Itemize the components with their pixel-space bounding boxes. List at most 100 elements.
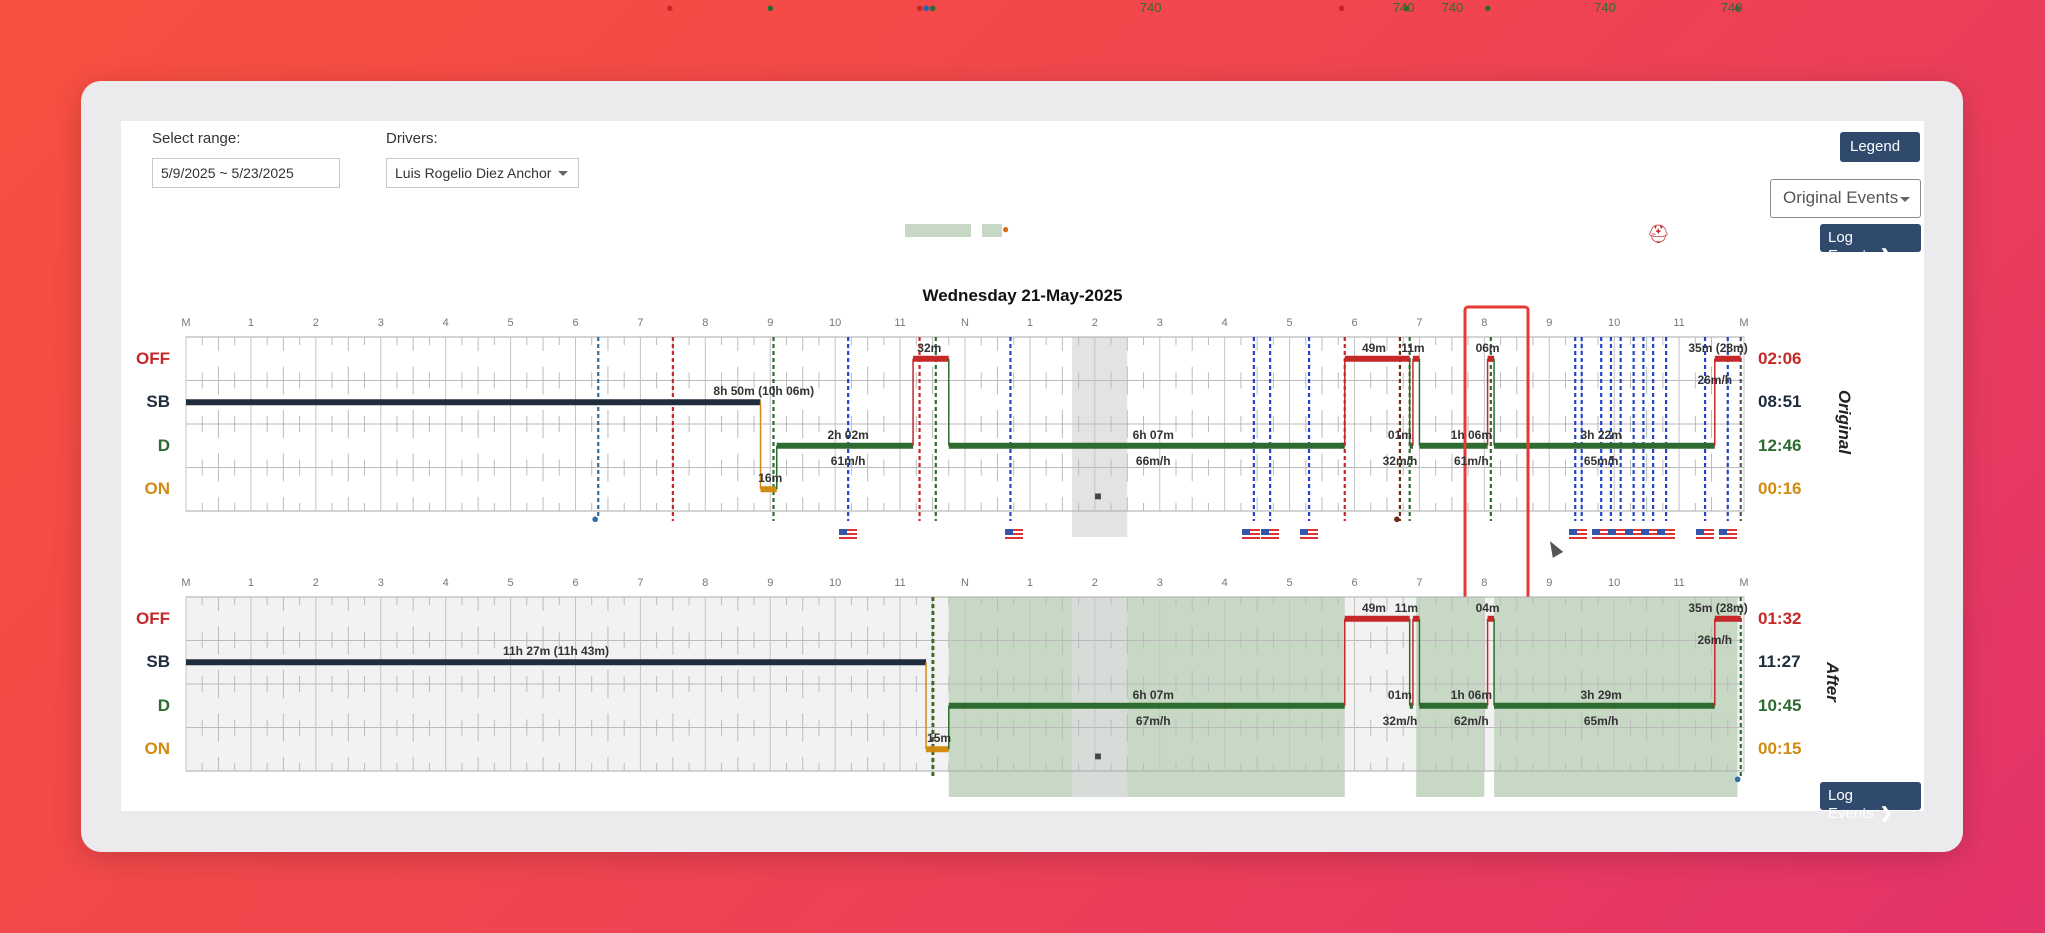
row-label-sb: SB <box>146 652 170 672</box>
hour-label: 5 <box>507 317 514 329</box>
truck-icon[interactable]: 740 <box>1139 0 1162 15</box>
key-icon[interactable]: ● <box>1402 0 1411 15</box>
hour-label: 3 <box>1156 317 1163 329</box>
segment-duration-label: 35m (28m) <box>1688 600 1748 615</box>
hour-label: 2 <box>1091 577 1098 589</box>
driver-select[interactable]: Luis Rogelio Diez Anchor <box>386 158 579 188</box>
hour-label: 7 <box>1416 577 1423 589</box>
segment-duration-label: 8h 50m (10h 06m) <box>713 384 815 399</box>
driver-select-value: Luis Rogelio Diez Anchor <box>395 165 552 181</box>
hour-label: 4 <box>1221 317 1228 329</box>
hour-label: 8 <box>702 317 709 329</box>
segment-duration-label: 35m (28m) <box>1688 340 1748 355</box>
event-marker-icon[interactable]: ● <box>1392 511 1401 526</box>
hour-label: 2 <box>312 317 319 329</box>
segment-duration-label: 26m/h <box>1697 632 1733 647</box>
us-flag-icon[interactable] <box>1300 529 1319 541</box>
segment-duration-label: 6h 07m <box>1132 687 1174 702</box>
key-icon[interactable]: ● <box>1337 0 1346 15</box>
chevron-right-icon: ❯ <box>1879 805 1893 822</box>
segment-duration-label: 61m/h <box>1454 453 1489 468</box>
chevron-down-icon <box>558 171 568 176</box>
fuel-icon[interactable]: ● <box>1002 222 1010 236</box>
log-events-button-bottom[interactable]: Log Events ❯ <box>1820 782 1921 822</box>
total-d: 10:45 <box>1758 695 1802 715</box>
us-flag-icon[interactable] <box>1004 529 1023 541</box>
hour-label: 8 <box>702 577 709 589</box>
hour-label: 1 <box>1026 577 1033 589</box>
hour-label: 11 <box>894 317 906 329</box>
log-events-label: Log Events <box>1828 229 1874 264</box>
us-flag-icon[interactable] <box>1624 529 1643 541</box>
key-icon[interactable]: ● <box>1483 0 1492 15</box>
segment-duration-label: 11m <box>1401 340 1425 355</box>
total-off: 01:32 <box>1758 608 1802 628</box>
hour-label: 6 <box>1351 577 1358 589</box>
truck-icon[interactable]: 740 <box>1441 0 1464 15</box>
log-events-button-top[interactable]: Log Events ❯ <box>1820 224 1921 264</box>
row-label-sb: SB <box>146 392 170 412</box>
us-flag-icon[interactable] <box>1718 529 1737 541</box>
segment-duration-label: 04m <box>1475 600 1500 615</box>
range-input[interactable]: 5/9/2025 ~ 5/23/2025 <box>152 158 340 188</box>
segment-duration-label: 32m <box>917 340 942 355</box>
key-icon[interactable]: ● <box>928 0 937 15</box>
total-sb: 11:27 <box>1758 652 1801 672</box>
hour-label: 9 <box>767 317 774 329</box>
after-side-label: After <box>1822 662 1842 702</box>
camera-icon[interactable]: ■ <box>1094 749 1102 763</box>
date-title: Wednesday 21-May-2025 <box>922 286 1123 305</box>
hour-label: 8 <box>1481 577 1488 589</box>
hour-label: 5 <box>1286 317 1293 329</box>
us-flag-icon[interactable] <box>1261 529 1280 541</box>
key-icon[interactable]: ● <box>915 0 924 15</box>
hour-label: 3 <box>377 317 384 329</box>
total-on: 00:15 <box>1758 739 1802 759</box>
total-off: 02:06 <box>1758 348 1802 368</box>
us-flag-icon[interactable] <box>1696 529 1715 541</box>
us-flag-icon[interactable] <box>1608 529 1627 541</box>
hour-label: 1 <box>1026 317 1033 329</box>
hour-label: 2 <box>1091 317 1098 329</box>
key-icon[interactable]: ● <box>665 0 674 15</box>
us-flag-icon[interactable] <box>1592 529 1611 541</box>
row-label-off: OFF <box>136 608 170 628</box>
hour-label: 9 <box>1546 577 1553 589</box>
key-icon[interactable]: ● <box>766 0 775 15</box>
truck-icon[interactable]: 740 <box>1392 0 1415 15</box>
edit-icon[interactable]: ● <box>1733 0 1742 15</box>
us-flag-icon[interactable] <box>1241 529 1260 541</box>
segment-duration-label: 11h 27m (11h 43m) <box>502 644 610 659</box>
row-label-d: D <box>157 695 170 715</box>
segment-duration-label: 49m <box>1361 600 1386 615</box>
hour-label: M <box>1739 317 1749 329</box>
previous-day-shade <box>905 224 971 237</box>
event-marker-icon[interactable]: ● <box>1733 771 1742 786</box>
camera-icon[interactable]: ■ <box>1094 489 1102 503</box>
us-flag-icon[interactable] <box>839 529 858 541</box>
us-flag-icon[interactable] <box>1640 529 1659 541</box>
alert-icon[interactable]: ⛑ <box>1647 224 1670 244</box>
hour-label: 8 <box>1481 317 1488 329</box>
event-marker-icon[interactable]: ● <box>591 511 600 526</box>
hour-label: 6 <box>572 317 579 329</box>
segment-duration-label: 01m <box>1387 687 1412 702</box>
segment-duration-label: 65m/h <box>1583 453 1619 468</box>
hour-label: 1 <box>247 577 254 589</box>
us-flag-icon[interactable] <box>1657 529 1676 541</box>
segment-duration-label: 6h 07m <box>1132 427 1174 442</box>
row-label-off: OFF <box>136 348 170 368</box>
drive-shade <box>948 597 1345 797</box>
events-select[interactable]: Original Events <box>1770 179 1921 218</box>
legend-button[interactable]: Legend <box>1840 132 1920 167</box>
truck-icon[interactable]: 740 <box>1594 0 1616 15</box>
hour-label: M <box>181 577 191 589</box>
event-marker-icon[interactable]: ● <box>922 0 931 15</box>
truck-icon[interactable]: 740 <box>1720 0 1743 15</box>
us-flag-icon[interactable] <box>1569 529 1588 541</box>
events-select-value: Original Events <box>1783 188 1899 207</box>
hour-label: 7 <box>1416 317 1423 329</box>
chevron-right-icon: ❯ <box>1879 247 1893 264</box>
hour-label: 11 <box>894 577 906 589</box>
